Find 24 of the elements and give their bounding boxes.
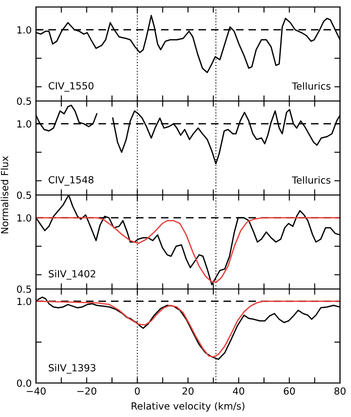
y-tick-label: 1.0 (17, 298, 32, 306)
annotation: Tellurics (292, 176, 330, 184)
y-tick-label: 0.5 (17, 97, 31, 105)
annotation: SiIV_1402 (48, 270, 96, 280)
annotation: Tellurics (292, 82, 330, 90)
x-tick-label: 60 (284, 387, 295, 395)
x-tick-label: 40 (232, 387, 244, 395)
annotation: SiIV_1393 (48, 364, 96, 374)
x-axis-title: Relative velocity (km/s) (132, 402, 244, 412)
x-tick-label: 0 (134, 387, 140, 395)
y-tick-label: 0.0 (17, 379, 32, 387)
line-series (36, 217, 340, 283)
x-tick-label: 20 (182, 387, 194, 395)
x-tick-label: 80 (334, 387, 346, 395)
x-tick-label: −40 (26, 387, 46, 395)
annotation: CIV_1548 (48, 176, 94, 186)
x-tick-label: −20 (77, 387, 96, 395)
y-tick-label: 0.5 (17, 191, 31, 199)
y-tick-label: 0.5 (17, 285, 31, 293)
y-tick-label: 1.0 (17, 120, 32, 128)
y-tick-label: 1.0 (17, 26, 32, 34)
y-axis-title: Normalised Flux (0, 156, 8, 234)
annotation: CIV_1550 (48, 82, 94, 92)
y-tick-label: 1.0 (17, 214, 32, 222)
